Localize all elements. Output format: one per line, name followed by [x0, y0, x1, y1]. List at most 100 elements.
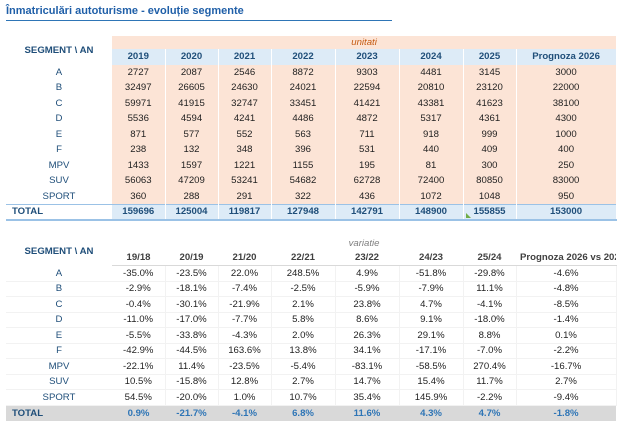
- value-cell: 4481: [399, 64, 464, 80]
- variation-table: SEGMENT \ AN variatie 19/18 20/19 21/20 22/21…: [6, 237, 617, 421]
- table-row: A 2727 2087 2546 8872 9303 4481 3145 3000: [6, 64, 617, 80]
- variation-cell: -23.5%: [165, 265, 219, 282]
- variation-cell: -1.4%: [516, 312, 617, 328]
- year-header: 2025: [463, 49, 517, 65]
- table-row: B -2.9% -18.1% -7.4% -2.5% -5.9% -7.9% 11.1% -4.…: [6, 281, 617, 297]
- total-row: TOTAL 159696 125004 119817 127948 142791 14890…: [6, 203, 617, 221]
- variation-cell: -4.1%: [463, 296, 517, 313]
- value-cell: 4872: [335, 111, 400, 127]
- value-cell: 56063: [112, 173, 166, 189]
- value-cell: 1072: [399, 188, 464, 204]
- period-header: 22/21: [271, 250, 335, 266]
- variation-label: variatie: [348, 238, 380, 249]
- value-cell: 41623: [463, 95, 517, 111]
- period-header: Prognoza 2026 vs 2025: [516, 250, 617, 266]
- variation-cell: -5.9%: [335, 281, 400, 297]
- value-cell: 41915: [165, 95, 219, 111]
- variation-cell: 248.5%: [271, 265, 336, 282]
- variation-cell: 145.9%: [399, 389, 464, 406]
- value-cell: 4594: [165, 111, 219, 127]
- segment-label: C: [6, 296, 112, 313]
- variation-cell: -7.7%: [218, 312, 272, 328]
- value-cell: 53241: [218, 173, 272, 189]
- variation-cell: -15.8%: [165, 374, 219, 390]
- segment-label: D: [6, 312, 112, 328]
- variation-cell: -23.5%: [218, 358, 272, 375]
- value-cell: 72400: [399, 173, 464, 189]
- value-cell: 999: [463, 126, 517, 142]
- value-cell: 950: [516, 188, 617, 204]
- header-row: SEGMENT \ AN variatie: [6, 237, 616, 257]
- value-cell: 20810: [399, 80, 464, 96]
- variation-cell: 270.4%: [463, 358, 517, 375]
- variation-cell: 2.0%: [271, 327, 336, 344]
- value-cell: 33451: [271, 95, 336, 111]
- value-cell: 440: [399, 142, 464, 158]
- variation-cell: -16.7%: [516, 358, 617, 375]
- value-cell: 195: [335, 157, 400, 173]
- total-variation-cell: -4.1%: [218, 405, 271, 421]
- segment-label: F: [6, 343, 112, 359]
- value-cell: 22594: [335, 80, 400, 96]
- value-cell: 62728: [335, 173, 400, 189]
- value-cell: 288: [165, 188, 219, 204]
- value-cell: 32497: [112, 80, 166, 96]
- variation-cell: 4.7%: [399, 296, 464, 313]
- title-underline: [6, 20, 392, 21]
- segment-label: MPV: [6, 358, 112, 375]
- table-row: E 871 577 552 563 711 918 999 1000: [6, 126, 617, 142]
- variation-cell: 12.8%: [218, 374, 272, 390]
- variation-cell: -42.9%: [112, 343, 166, 359]
- year-header: 2020: [165, 49, 219, 65]
- year-header: 2022: [271, 49, 336, 65]
- value-cell: 871: [112, 126, 166, 142]
- value-cell: 322: [271, 188, 336, 204]
- value-cell: 396: [271, 142, 336, 158]
- total-variation-cell: 0.9%: [112, 405, 165, 421]
- total-cell: 119817: [218, 203, 272, 221]
- segment-label: F: [56, 144, 62, 156]
- variation-cell: -51.8%: [399, 265, 464, 282]
- table-row: C -0.4% -30.1% -21.9% 2.1% 23.8% 4.7% -4.1% -8.5…: [6, 296, 617, 313]
- variation-cell: -22.1%: [112, 358, 166, 375]
- value-cell: 80850: [463, 173, 517, 189]
- variation-cell: 22.0%: [218, 265, 272, 282]
- table-row: SPORT 54.5% -20.0% 1.0% 10.7% 35.4% 145.9% -2.2…: [6, 389, 617, 406]
- variation-cell: -83.1%: [335, 358, 400, 375]
- period-header: 19/18: [112, 250, 165, 266]
- total-cell: 153000: [516, 203, 617, 221]
- variation-cell: -11.0%: [112, 312, 166, 328]
- value-cell: 24021: [271, 80, 336, 96]
- value-cell: 531: [335, 142, 400, 158]
- segment-label: SPORT: [42, 190, 76, 202]
- segment-year-header: SEGMENT \ AN: [24, 245, 94, 257]
- variation-cell: -4.8%: [516, 281, 617, 297]
- table-row: D -11.0% -17.0% -7.7% 5.8% 8.6% 9.1% -18.0% -1.4…: [6, 312, 617, 328]
- table-row: MPV -22.1% 11.4% -23.5% -5.4% -83.1% -58.5% 270…: [6, 358, 617, 375]
- value-cell: 4300: [516, 111, 617, 127]
- value-cell: 54682: [271, 173, 336, 189]
- total-variation-cell: 11.6%: [335, 405, 399, 421]
- variation-cell: -30.1%: [165, 296, 219, 313]
- variation-cell: -20.0%: [165, 389, 219, 406]
- value-cell: 1048: [463, 188, 517, 204]
- variation-cell: -2.5%: [271, 281, 336, 297]
- value-cell: 1000: [516, 126, 617, 142]
- variation-cell: 11.4%: [165, 358, 219, 375]
- variation-cell: 11.1%: [463, 281, 517, 297]
- total-cell: 125004: [165, 203, 219, 221]
- page-title: Înmatriculări autoturisme - evoluție seg…: [6, 5, 244, 17]
- variation-cell: -2.2%: [463, 389, 517, 406]
- variation-cell: 9.1%: [399, 312, 464, 328]
- variation-cell: -5.5%: [112, 327, 166, 344]
- variation-cell: 14.7%: [335, 374, 400, 390]
- value-cell: 47209: [165, 173, 219, 189]
- value-cell: 1155: [271, 157, 336, 173]
- table-row: B 32497 26605 24630 24021 22594 20810 23120 2200…: [6, 80, 617, 96]
- value-cell: 59971: [112, 95, 166, 111]
- period-header: 25/24: [463, 250, 516, 266]
- value-cell: 5536: [112, 111, 166, 127]
- variation-cell: 1.0%: [218, 389, 272, 406]
- variation-cell: 29.1%: [399, 327, 464, 344]
- variation-cell: -2.9%: [112, 281, 166, 297]
